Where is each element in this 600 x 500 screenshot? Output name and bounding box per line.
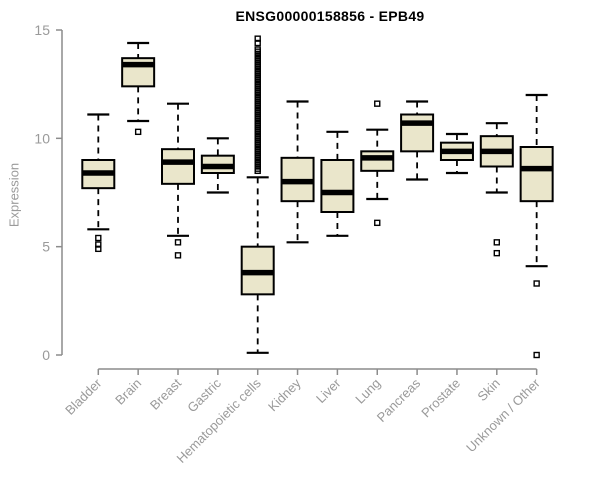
outlier-point	[174, 239, 182, 246]
outlier-point	[533, 280, 540, 287]
iqr-box	[400, 113, 435, 153]
x-tick-label: Skin	[474, 376, 502, 404]
x-tick-label: Kidney	[265, 375, 304, 414]
outlier-point	[254, 167, 261, 175]
outlier-point	[134, 128, 142, 136]
outlier-point	[374, 100, 381, 107]
x-tick-label: Brain	[112, 376, 144, 408]
x-tick-label: Prostate	[418, 376, 463, 421]
iqr-box	[320, 159, 355, 213]
outlier-point	[533, 351, 540, 359]
outlier-point	[254, 39, 261, 47]
y-tick-label: 5	[42, 239, 50, 255]
chart-title: ENSG00000158856 - EPB49	[235, 8, 425, 24]
outlier-point	[174, 252, 182, 259]
y-tick-label: 10	[34, 130, 50, 146]
x-tick-label: Lung	[352, 376, 383, 407]
y-tick-label: 0	[42, 347, 50, 363]
iqr-box	[360, 150, 395, 172]
iqr-box	[519, 146, 554, 203]
outlier-point	[493, 249, 500, 257]
iqr-box	[161, 148, 195, 185]
x-tick-label: Breast	[147, 375, 184, 412]
x-tick-label: Liver	[313, 375, 344, 406]
x-tick-label: Pancreas	[374, 375, 424, 425]
y-tick-label: 15	[34, 22, 50, 38]
outlier-point	[95, 234, 102, 242]
x-tick-label: Bladder	[62, 375, 105, 418]
outlier-point	[95, 245, 102, 253]
outlier-point	[374, 219, 381, 227]
x-tick-label: Unknown / Other	[463, 375, 543, 455]
outlier-point	[493, 239, 500, 246]
